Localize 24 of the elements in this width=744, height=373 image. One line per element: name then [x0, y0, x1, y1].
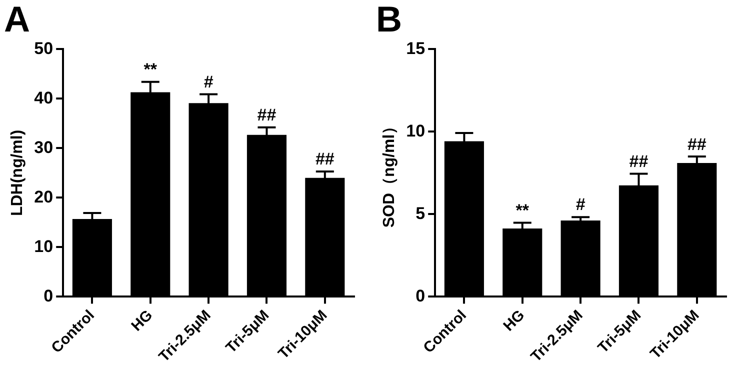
x-tick-label: HG — [500, 306, 528, 335]
annotation: ## — [257, 106, 277, 125]
annotation: ## — [629, 152, 649, 171]
y-tick-label: 20 — [34, 187, 54, 206]
y-tick-label: 0 — [416, 286, 426, 306]
annotation: ## — [315, 150, 335, 169]
chart-title: B — [376, 0, 402, 40]
annotation: # — [576, 195, 586, 214]
annotation: ** — [516, 201, 530, 220]
y-tick-label: 10 — [34, 236, 54, 256]
annotation: ## — [687, 134, 707, 154]
annotation: # — [204, 72, 214, 92]
y-axis-title: SOD（ng/ml） — [381, 118, 398, 228]
y-tick-label: 40 — [34, 88, 54, 108]
y-tick-label: 15 — [406, 38, 426, 58]
y-tick-label: 5 — [416, 204, 426, 223]
y-axis-title: LDH(ng/ml) — [9, 130, 26, 216]
chart-title: A — [4, 0, 30, 40]
annotation: ** — [144, 60, 158, 80]
y-tick-label: 50 — [34, 38, 54, 58]
x-tick-label: HG — [128, 306, 156, 335]
y-tick-label: 10 — [406, 121, 426, 140]
y-tick-label: 30 — [34, 138, 54, 157]
y-tick-label: 0 — [44, 286, 54, 306]
